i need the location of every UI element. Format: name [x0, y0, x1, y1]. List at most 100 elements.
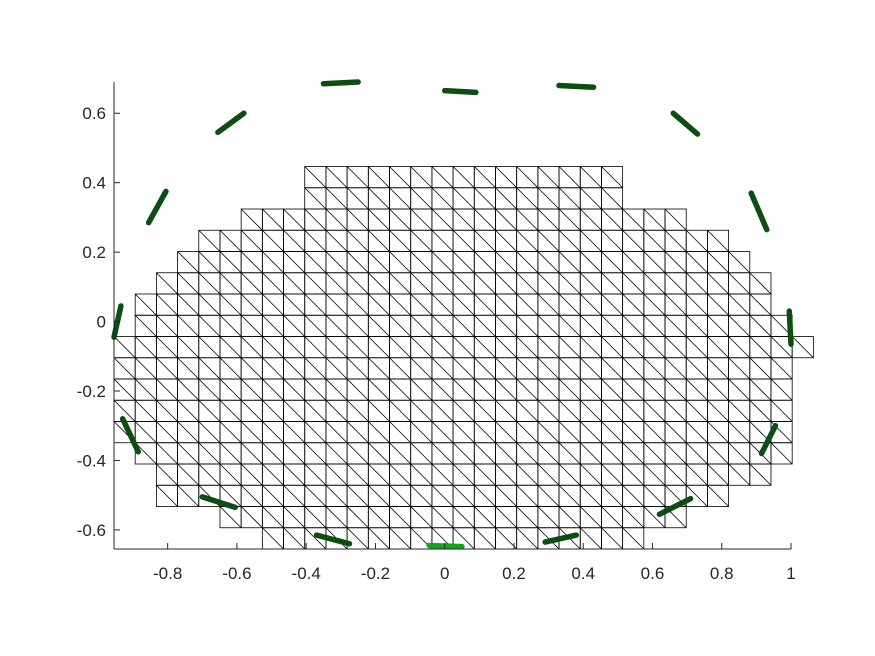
mesh-cell-diagonal	[516, 484, 539, 507]
mesh-cell	[431, 293, 454, 316]
mesh-cell-diagonal	[601, 506, 623, 529]
mesh-cell-diagonal	[473, 357, 496, 380]
mesh-cell-diagonal	[368, 336, 390, 359]
mesh-cell-diagonal	[728, 442, 751, 465]
mesh-cell-diagonal	[558, 314, 581, 337]
mesh-cell-diagonal	[473, 506, 496, 529]
mesh-cell-diagonal	[262, 484, 284, 507]
mesh-cell-diagonal	[304, 314, 327, 337]
mesh-cell-diagonal	[537, 251, 560, 274]
mesh-cell-diagonal	[685, 336, 708, 359]
mesh-cell-diagonal	[452, 166, 475, 189]
mesh-cell	[198, 378, 221, 401]
mesh-cell	[134, 314, 157, 337]
mesh-cell-diagonal	[579, 187, 602, 210]
mesh-cell	[389, 314, 412, 337]
mesh-cell-diagonal	[707, 399, 729, 422]
mesh-cell-diagonal	[368, 357, 390, 380]
mesh-cell	[346, 378, 369, 401]
mesh-cell-diagonal	[579, 527, 602, 550]
mesh-cell	[452, 484, 475, 507]
mesh-cell	[537, 314, 560, 337]
mesh-cell-diagonal	[198, 378, 221, 401]
mesh-cell	[685, 421, 708, 444]
mesh-cell	[537, 463, 560, 486]
mesh-cell-diagonal	[346, 314, 369, 337]
mesh-cell-diagonal	[452, 399, 475, 422]
mesh-cell	[261, 336, 284, 359]
mesh-cell	[283, 251, 306, 274]
mesh-cell	[155, 357, 178, 380]
mesh-cell-diagonal	[410, 336, 433, 359]
mesh-cell-diagonal	[622, 421, 645, 444]
mesh-cell-diagonal	[410, 272, 433, 295]
mesh-cell-diagonal	[707, 463, 729, 486]
mesh-cell-diagonal	[325, 314, 348, 337]
mesh-cell	[325, 314, 348, 337]
mesh-cell-diagonal	[431, 229, 454, 252]
mesh-cell-diagonal	[262, 399, 284, 422]
mesh-cell-diagonal	[156, 421, 178, 444]
mesh-cell-diagonal	[622, 399, 645, 422]
mesh-cell	[685, 484, 708, 507]
mesh-cell	[431, 208, 454, 231]
mesh-cell	[431, 378, 454, 401]
mesh-cell	[452, 166, 475, 189]
mesh-cell	[558, 378, 581, 401]
mesh-cell	[431, 336, 454, 359]
mesh-cell-diagonal	[304, 463, 327, 486]
mesh-cell-diagonal	[685, 378, 708, 401]
mesh-cell	[346, 463, 369, 486]
mesh-cell	[601, 293, 624, 316]
mesh-cell-diagonal	[346, 463, 369, 486]
mesh-cell-diagonal	[346, 293, 369, 316]
mesh-cell-diagonal	[473, 272, 496, 295]
mesh-cell-diagonal	[368, 506, 390, 529]
mesh-cell-diagonal	[770, 378, 793, 401]
mesh-cell-diagonal	[325, 378, 348, 401]
mesh-cell-diagonal	[516, 378, 539, 401]
mesh-cell-diagonal	[452, 442, 475, 465]
mesh-cell	[558, 336, 581, 359]
mesh-cell-diagonal	[452, 527, 475, 550]
mesh-cell	[389, 463, 412, 486]
mesh-cell	[240, 229, 263, 252]
boundary-segment	[119, 416, 141, 455]
mesh-cell-diagonal	[304, 421, 327, 444]
mesh-cell-diagonal	[537, 208, 560, 231]
mesh-cell-diagonal	[707, 293, 729, 316]
mesh-cell	[367, 272, 390, 295]
mesh-cell-diagonal	[134, 399, 157, 422]
mesh-cell-diagonal	[389, 314, 411, 337]
mesh-cell	[622, 484, 645, 507]
mesh-cell	[579, 484, 602, 507]
mesh-cell-diagonal	[664, 378, 687, 401]
mesh-cell	[431, 484, 454, 507]
mesh-cell	[537, 229, 560, 252]
mesh-cell-diagonal	[579, 272, 602, 295]
mesh-cell-diagonal	[664, 421, 687, 444]
mesh-cell	[219, 357, 242, 380]
mesh-cell-diagonal	[579, 166, 602, 189]
mesh-cell	[431, 187, 454, 210]
mesh-cell-diagonal	[601, 421, 623, 444]
mesh-cell	[389, 336, 412, 359]
boundary-segment	[313, 532, 353, 547]
mesh-cell	[410, 251, 433, 274]
mesh-cell-diagonal	[325, 421, 348, 444]
mesh-cell-diagonal	[558, 229, 581, 252]
mesh-cell	[749, 293, 772, 316]
mesh-cell	[346, 166, 369, 189]
mesh-cell	[537, 378, 560, 401]
x-tick-label: 0.2	[502, 564, 526, 583]
mesh-cell-diagonal	[707, 314, 729, 337]
mesh-cell-diagonal	[643, 251, 666, 274]
mesh-cell	[283, 506, 306, 529]
mesh-cell-diagonal	[495, 229, 517, 252]
mesh-cell-diagonal	[728, 357, 751, 380]
mesh-cell-diagonal	[389, 506, 411, 529]
mesh-cell	[177, 357, 200, 380]
mesh-cell	[177, 251, 200, 274]
mesh-cell-diagonal	[495, 314, 517, 337]
mesh-cell	[219, 272, 242, 295]
